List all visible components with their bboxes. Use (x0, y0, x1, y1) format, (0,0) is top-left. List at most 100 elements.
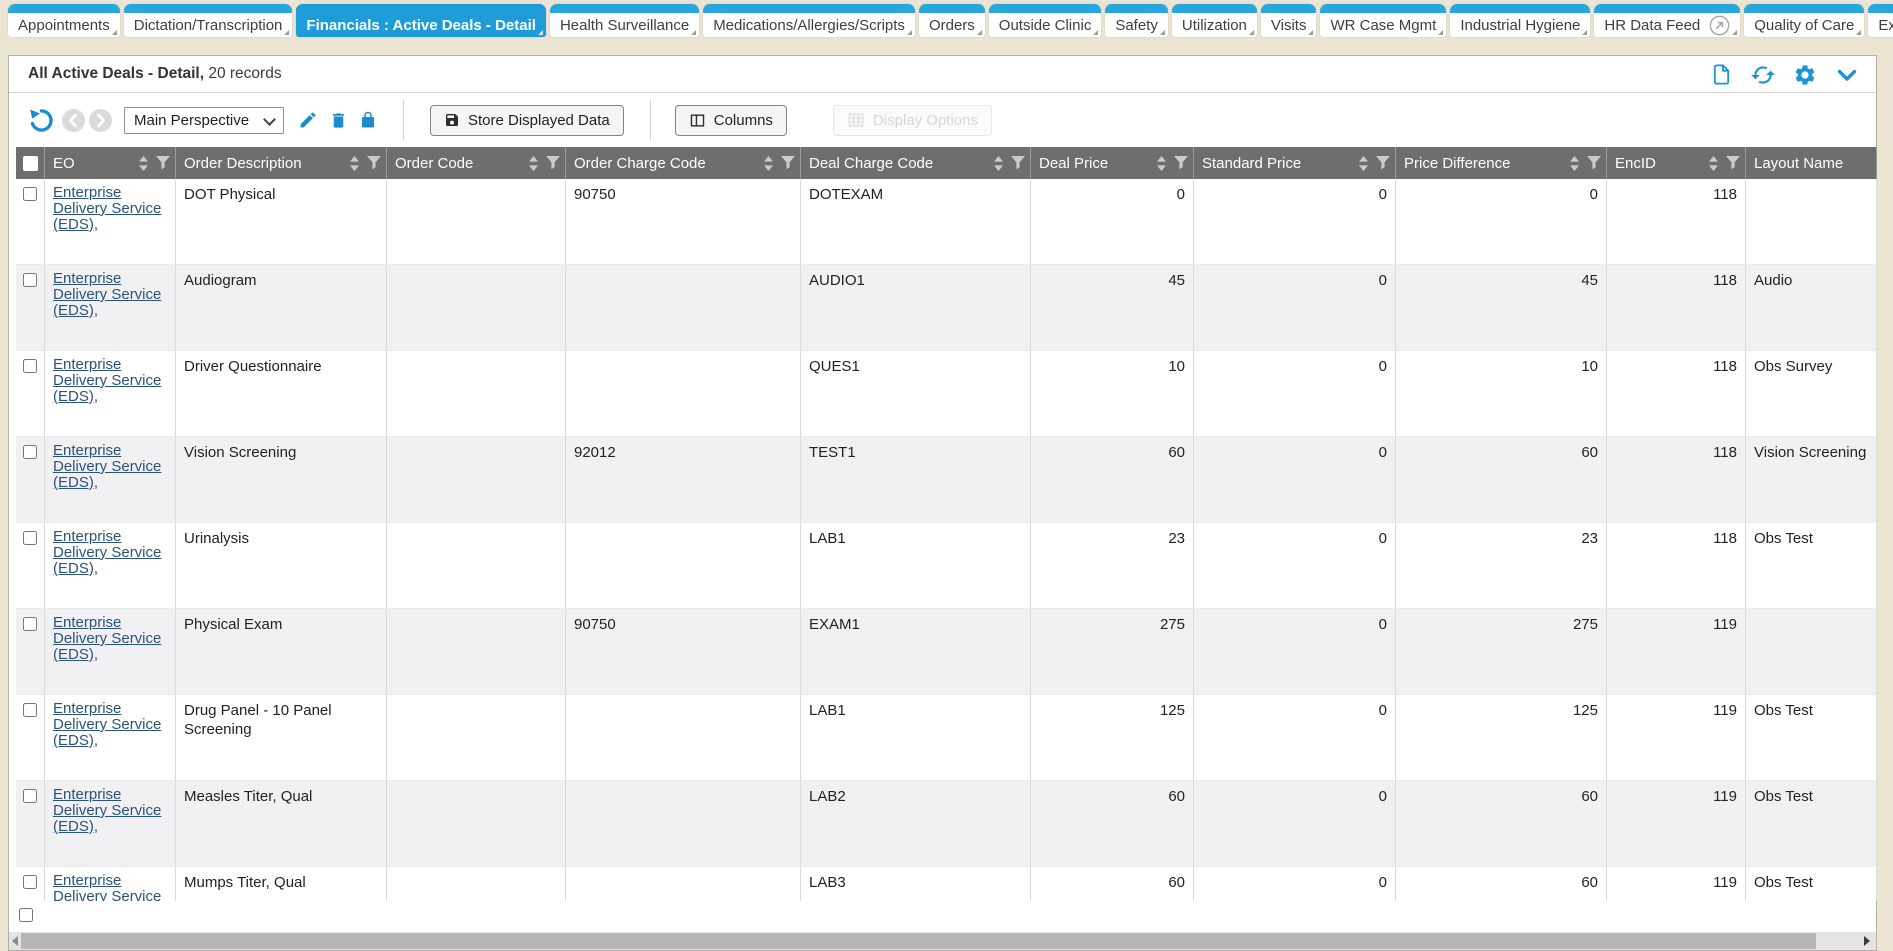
horizontal-scrollbar[interactable] (9, 932, 1876, 950)
cell-deal-charge-code: LAB1 (801, 695, 1031, 780)
select-all-checkbox[interactable] (22, 155, 38, 171)
header-cell-price-difference[interactable]: Price Difference (1396, 147, 1607, 179)
tab-health-surveillance[interactable]: Health Surveillance (549, 4, 700, 37)
sort-icon[interactable] (139, 155, 148, 171)
sort-icon[interactable] (1359, 155, 1368, 171)
tab-financials-active-deals-detail[interactable]: Financials : Active Deals - Detail (296, 4, 546, 37)
filter-icon[interactable] (1587, 156, 1601, 170)
row-checkbox[interactable] (23, 187, 37, 201)
scrollbar-thumb[interactable] (21, 933, 1816, 949)
tab-medications-allergies-scripts[interactable]: Medications/Allergies/Scripts (703, 4, 915, 37)
header-cell-deal-charge-code[interactable]: Deal Charge Code (801, 147, 1031, 179)
tab-hr-data-feed[interactable]: HR Data Feed (1594, 4, 1741, 37)
header-cell-select-all[interactable] (16, 147, 45, 179)
header-cell-deal-price[interactable]: Deal Price (1031, 147, 1194, 179)
cell-value: 0 (1378, 874, 1387, 891)
back-button[interactable] (62, 108, 85, 132)
delete-trash-icon[interactable] (329, 111, 348, 130)
forward-button[interactable] (89, 108, 112, 132)
header-cell-enc-id[interactable]: EncID (1607, 147, 1746, 179)
grid-header: EO Order Description Order Code Order Charg… (16, 147, 1877, 179)
cell-value: 45 (1581, 272, 1598, 289)
tab-outside-clinic[interactable]: Outside Clinic (988, 4, 1102, 37)
eo-link[interactable]: Enterprise Delivery Service (EDS), (53, 614, 162, 663)
cell-value: Obs Test (1754, 530, 1813, 547)
tab-appointments[interactable]: Appointments (8, 4, 120, 37)
filter-icon[interactable] (781, 156, 795, 170)
tab-utilization[interactable]: Utilization (1171, 4, 1257, 37)
sort-icon[interactable] (1709, 155, 1718, 171)
cell-eo: Enterprise Delivery Service (EDS), (45, 609, 176, 694)
filter-icon[interactable] (1376, 156, 1390, 170)
scroll-left-arrow-icon[interactable] (12, 936, 18, 946)
cell-layout-name: Vision Screening (1746, 437, 1877, 522)
tab-wr-case-mgmt[interactable]: WR Case Mgmt (1320, 4, 1447, 37)
eo-link[interactable]: Enterprise Delivery Service (EDS), (53, 786, 162, 835)
header-cell-layout-name[interactable]: Layout Name (1746, 147, 1877, 179)
sort-icon[interactable] (1157, 155, 1166, 171)
store-displayed-data-button[interactable]: Store Displayed Data (430, 104, 624, 136)
row-checkbox[interactable] (23, 273, 37, 287)
eo-link[interactable]: Enterprise Delivery Service (EDS), (53, 872, 162, 902)
tab-orders[interactable]: Orders (918, 4, 985, 37)
eo-link[interactable]: Enterprise Delivery Service (EDS), (53, 356, 162, 405)
refresh-icon[interactable] (1750, 62, 1776, 88)
eo-link[interactable]: Enterprise Delivery Service (EDS), (53, 270, 162, 319)
cell-order-charge-code (566, 523, 801, 608)
cell-deal-charge-code: TEST1 (801, 437, 1031, 522)
scroll-right-arrow-icon[interactable] (1864, 936, 1870, 946)
table-row: Enterprise Delivery Service (EDS), Vision… (16, 437, 1877, 523)
row-checkbox[interactable] (23, 445, 37, 459)
perspective-select-control[interactable]: Main Perspective (124, 106, 284, 134)
tab-quality-of-care[interactable]: Quality of Care (1744, 4, 1865, 37)
row-checkbox[interactable] (23, 617, 37, 631)
eo-link[interactable]: Enterprise Delivery Service (EDS), (53, 700, 162, 749)
new-document-icon[interactable] (1708, 62, 1734, 88)
row-checkbox[interactable] (23, 875, 37, 889)
perspective-select[interactable]: Main Perspective (124, 106, 284, 134)
lock-icon[interactable] (359, 111, 377, 129)
filter-icon[interactable] (546, 156, 560, 170)
tab-executive[interactable]: Executive (1868, 4, 1893, 37)
sort-icon[interactable] (1570, 155, 1579, 171)
filter-icon[interactable] (1726, 156, 1740, 170)
row-checkbox[interactable] (23, 789, 37, 803)
filter-icon[interactable] (1011, 156, 1025, 170)
sort-icon[interactable] (350, 155, 359, 171)
tab-visits[interactable]: Visits (1260, 4, 1317, 37)
tab-label: Safety (1115, 16, 1158, 34)
row-checkbox[interactable] (23, 359, 37, 373)
row-checkbox-cell (16, 695, 45, 780)
sort-icon[interactable] (529, 155, 538, 171)
collapse-chevron-icon[interactable] (1834, 62, 1860, 88)
gear-icon[interactable] (1792, 62, 1818, 88)
sort-icon[interactable] (764, 155, 773, 171)
eo-link[interactable]: Enterprise Delivery Service (EDS), (53, 528, 162, 577)
footer-row-checkbox[interactable] (19, 908, 33, 922)
cell-order-charge-code (566, 351, 801, 436)
tab-safety[interactable]: Safety (1105, 4, 1168, 37)
header-cell-order-code[interactable]: Order Code (387, 147, 566, 179)
filter-icon[interactable] (1174, 156, 1188, 170)
eo-link[interactable]: Enterprise Delivery Service (EDS), (53, 442, 162, 491)
row-checkbox-cell (16, 437, 45, 522)
columns-button[interactable]: Columns (674, 104, 787, 136)
edit-pencil-icon[interactable] (298, 110, 318, 130)
row-checkbox[interactable] (23, 703, 37, 717)
row-checkbox[interactable] (23, 531, 37, 545)
header-cell-eo[interactable]: EO (45, 147, 176, 179)
header-cell-order-description[interactable]: Order Description (176, 147, 387, 179)
tab-industrial-hygiene[interactable]: Industrial Hygiene (1450, 4, 1591, 37)
header-cell-standard-price[interactable]: Standard Price (1194, 147, 1396, 179)
filter-icon[interactable] (156, 156, 170, 170)
header-cell-order-charge-code[interactable]: Order Charge Code (566, 147, 801, 179)
undo-icon[interactable] (28, 107, 55, 134)
cell-enc-id: 118 (1607, 437, 1746, 522)
sort-icon[interactable] (994, 155, 1003, 171)
row-checkbox-cell (16, 351, 45, 436)
eo-link[interactable]: Enterprise Delivery Service (EDS), (53, 184, 162, 233)
filter-icon[interactable] (367, 156, 381, 170)
table-row: Enterprise Delivery Service (EDS), Driver… (16, 351, 1877, 437)
tab-dictation-transcription[interactable]: Dictation/Transcription (123, 4, 293, 37)
tab-corner-fold (1856, 30, 1862, 35)
